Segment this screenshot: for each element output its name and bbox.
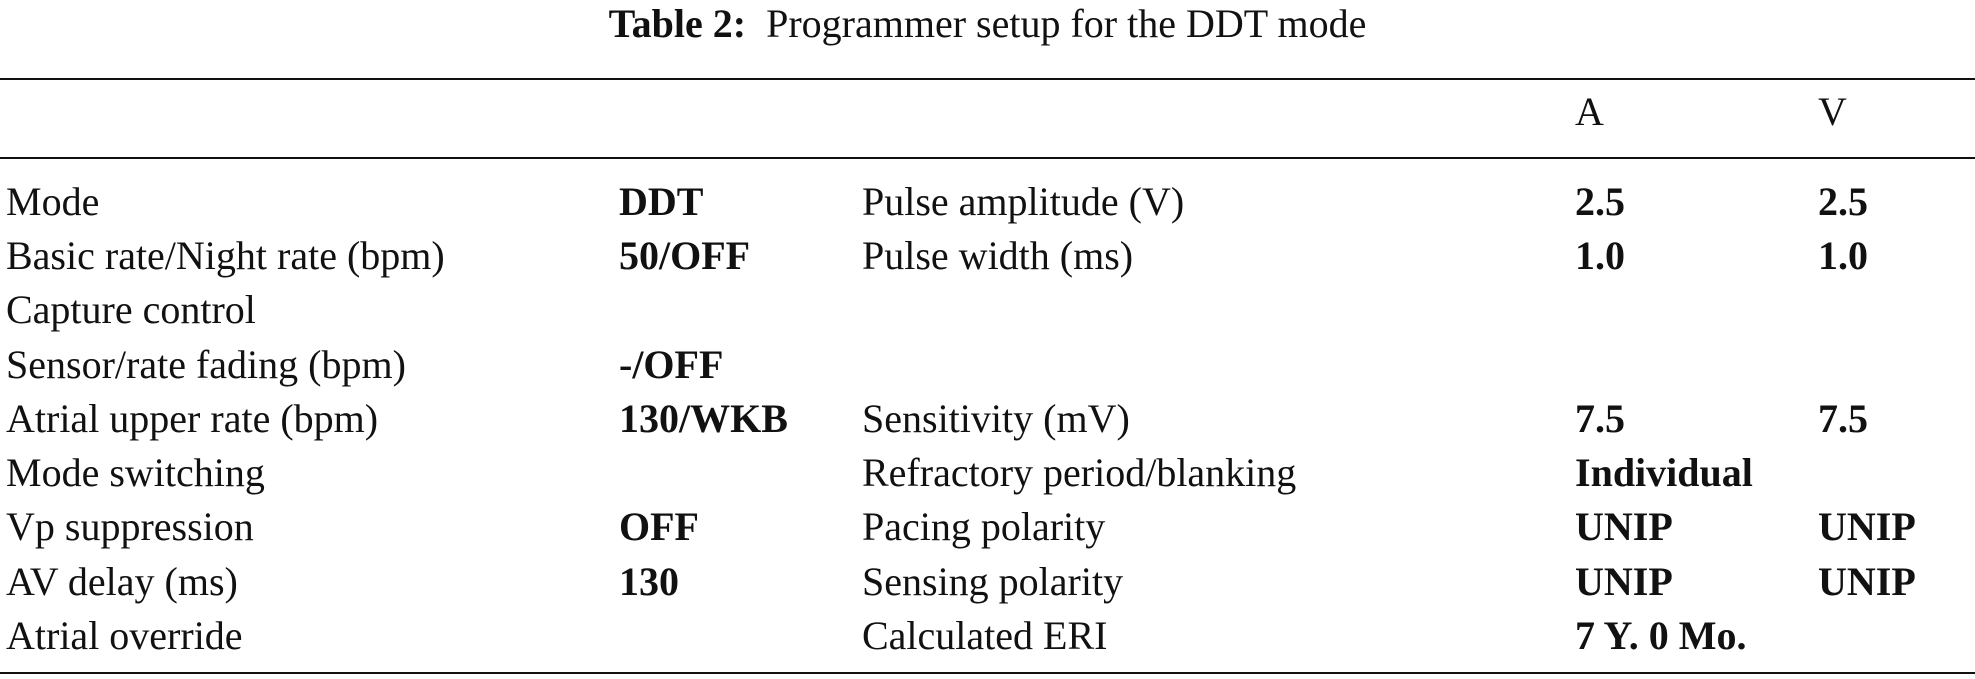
setting-value: 50/OFF	[619, 233, 751, 278]
parameter-label: Refractory period/blanking	[862, 450, 1297, 495]
setting-value: OFF	[619, 504, 699, 549]
setting-value: DDT	[619, 179, 704, 224]
parameter-label: Sensitivity (mV)	[862, 396, 1130, 441]
atrial-value: 7 Y. 0 Mo.	[1575, 613, 1747, 658]
column-header-atrial: A	[1575, 89, 1604, 134]
setting-label: Vp suppression	[6, 504, 254, 549]
parameter-label: Calculated ERI	[862, 613, 1108, 658]
column-header-ventricular: V	[1818, 89, 1847, 134]
ventricular-value: UNIP	[1818, 504, 1916, 549]
ventricular-value: 2.5	[1818, 179, 1868, 224]
atrial-value: Individual	[1575, 450, 1753, 495]
table-row: Atrial override Calculated ERI 7 Y. 0 Mo…	[0, 609, 1975, 663]
table-top-rule	[0, 78, 1975, 80]
table-bottom-rule	[0, 672, 1975, 674]
atrial-value: 1.0	[1575, 233, 1625, 278]
table-row: Basic rate/Night rate (bpm) 50/OFF Pulse…	[0, 229, 1975, 283]
parameter-label: Pacing polarity	[862, 504, 1106, 549]
table-row: Mode DDT Pulse amplitude (V) 2.5 2.5	[0, 175, 1975, 229]
setting-value: 130	[619, 559, 679, 604]
table-row: Vp suppression OFF Pacing polarity UNIP …	[0, 500, 1975, 554]
setting-label: Mode switching	[6, 450, 265, 495]
table-row: AV delay (ms) 130 Sensing polarity UNIP …	[0, 555, 1975, 609]
setting-label: Capture control	[6, 287, 256, 332]
setting-label: Basic rate/Night rate (bpm)	[6, 233, 445, 278]
setting-value: -/OFF	[619, 342, 724, 387]
table-row: Atrial upper rate (bpm) 130/WKB Sensitiv…	[0, 392, 1975, 446]
table-caption-label: Table 2:	[608, 1, 747, 46]
atrial-value: 7.5	[1575, 396, 1625, 441]
setting-label: AV delay (ms)	[6, 559, 238, 604]
setting-value: 130/WKB	[619, 396, 788, 441]
table-row: Sensor/rate fading (bpm) -/OFF	[0, 338, 1975, 392]
atrial-value: UNIP	[1575, 504, 1673, 549]
atrial-value: 2.5	[1575, 179, 1625, 224]
setting-label: Mode	[6, 179, 100, 224]
ventricular-value: 1.0	[1818, 233, 1868, 278]
atrial-value: UNIP	[1575, 559, 1673, 604]
table-header-rule	[0, 157, 1975, 159]
table-row: Capture control	[0, 283, 1975, 337]
table-caption: Table 2: Programmer setup for the DDT mo…	[0, 0, 1975, 48]
table-caption-text: Programmer setup for the DDT mode	[766, 1, 1367, 46]
parameter-label: Pulse amplitude (V)	[862, 179, 1185, 224]
ventricular-value: UNIP	[1818, 559, 1916, 604]
setting-label: Atrial upper rate (bpm)	[6, 396, 379, 441]
setting-label: Atrial override	[6, 613, 243, 658]
parameter-label: Pulse width (ms)	[862, 233, 1134, 278]
parameter-label: Sensing polarity	[862, 559, 1124, 604]
ventricular-value: 7.5	[1818, 396, 1868, 441]
setting-label: Sensor/rate fading (bpm)	[6, 342, 406, 387]
table-row: Mode switching Refractory period/blankin…	[0, 446, 1975, 500]
